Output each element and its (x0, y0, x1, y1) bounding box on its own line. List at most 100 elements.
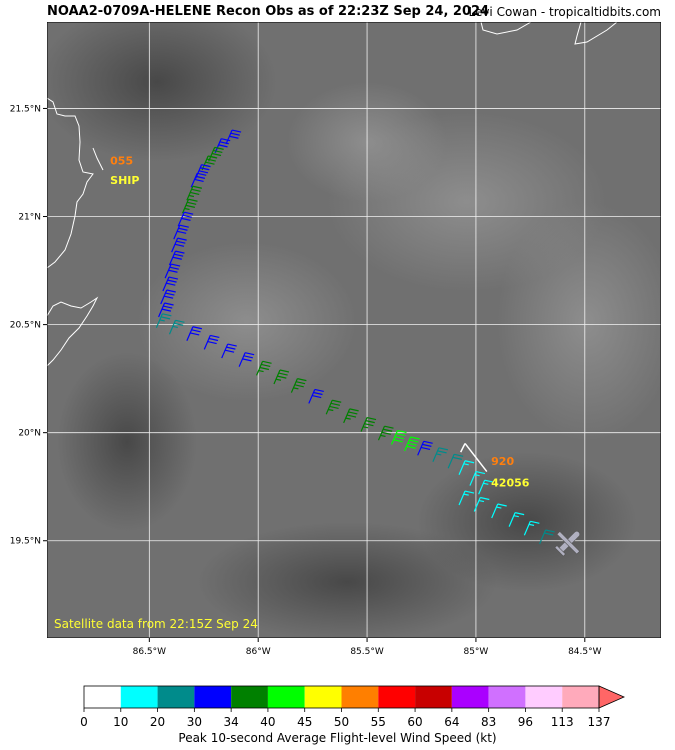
colorbar-tick-label: 83 (481, 715, 496, 729)
wind-barb (168, 250, 185, 266)
colorbar-segment (341, 686, 379, 708)
wind-barb (539, 529, 555, 545)
wind-barb (404, 436, 420, 452)
wind-barb (273, 369, 290, 385)
colorbar-segment (378, 686, 416, 708)
wind-barb (186, 185, 203, 201)
wind-barb (308, 388, 324, 404)
colorbar-tick-label: 60 (407, 715, 422, 729)
colorbar-tick-label: 10 (113, 715, 128, 729)
lon-tick-label: 86.5°W (133, 647, 167, 657)
colorbar-segment (157, 686, 195, 708)
wind-barb (160, 289, 176, 305)
wind-barb (473, 496, 490, 512)
station-label: 920 (491, 455, 514, 468)
colorbar-segment (194, 686, 232, 708)
wind-barb (225, 129, 242, 145)
wind-barb (181, 198, 198, 214)
wind-barb (238, 352, 255, 367)
coastline (47, 22, 618, 367)
cloud-texture (47, 22, 661, 638)
credit-text: Levi Cowan - tropicaltidbits.com (468, 5, 661, 19)
wind-barb (214, 138, 231, 153)
wind-barb (458, 490, 475, 506)
latitude-ticks: 21.5°N 21°N 20.5°N 20°N 19.5°N (10, 104, 47, 547)
wind-barb (162, 276, 179, 292)
lon-tick-label: 85°W (463, 647, 488, 657)
colorbar-tick-label: 96 (518, 715, 533, 729)
wind-barb (256, 360, 272, 376)
wind-barb (478, 479, 494, 495)
colorbar-tick-label: 64 (444, 715, 459, 729)
colorbar-segment (562, 686, 599, 708)
wind-barb (432, 447, 449, 463)
wind-barb (491, 503, 507, 519)
station-labels: 055 SHIP 920 42056 (110, 155, 530, 490)
wind-barb (186, 326, 203, 341)
wind-barb (290, 378, 307, 393)
colorbar-tick-label: 0 (80, 715, 88, 729)
colorbar-tick-label: 50 (334, 715, 349, 729)
colorbar-tick-label: 55 (371, 715, 386, 729)
wind-barb (190, 172, 207, 188)
station-label: 055 (110, 155, 133, 168)
lat-tick-label: 20°N (18, 429, 41, 439)
wind-barb (155, 313, 172, 329)
wind-barb (171, 237, 187, 253)
wind-barb (158, 302, 174, 318)
lat-tick-label: 19.5°N (10, 537, 41, 547)
colorbar-tick-label: 113 (551, 715, 574, 729)
wind-barb (203, 334, 220, 350)
colorbar-tick-label: 34 (224, 715, 239, 729)
wind-barbs (155, 129, 555, 545)
lon-tick-label: 84.5°W (568, 647, 602, 657)
colorbar-segment (304, 686, 342, 708)
page-title: NOAA2-0709A-HELENE Recon Obs as of 22:23… (47, 4, 490, 19)
wind-barb (377, 425, 394, 441)
wind-barb (447, 453, 464, 469)
wind-barb (177, 211, 194, 227)
station-label: SHIP (110, 174, 139, 187)
colorbar-segment (267, 686, 305, 708)
colorbar-tick-label: 137 (588, 715, 611, 729)
colorbar-extend-arrow (598, 685, 625, 709)
wind-barb (390, 429, 407, 445)
wind-barb (325, 399, 342, 415)
colorbar-segment (84, 686, 121, 708)
colorbar-segment (525, 686, 563, 708)
colorbar-title: Peak 10-second Average Flight-level Wind… (178, 731, 497, 745)
colorbar-segment (120, 686, 158, 708)
wind-barb (523, 520, 540, 536)
wind-barb (469, 470, 486, 486)
lat-tick-label: 20.5°N (10, 321, 41, 331)
wind-barb (168, 319, 185, 335)
aircraft-icon (554, 530, 581, 557)
colorbar-tick-label: 45 (297, 715, 312, 729)
lon-tick-label: 86°W (246, 647, 271, 657)
wind-barb (508, 512, 525, 527)
wind-barb (417, 440, 433, 456)
colorbar-segment (451, 686, 489, 708)
station-label: 42056 (491, 477, 530, 490)
lat-tick-label: 21.5°N (10, 104, 41, 114)
longitude-ticks: 86.5°W 86°W 85.5°W 85°W 84.5°W (133, 638, 602, 657)
satellite-map[interactable]: 055 SHIP 920 42056 (47, 22, 661, 638)
lon-tick-label: 85.5°W (350, 647, 384, 657)
graticule (47, 22, 661, 638)
colorbar-segment (231, 686, 268, 708)
lat-tick-label: 21°N (18, 213, 41, 223)
wind-barb (458, 460, 475, 476)
buoy-marker (464, 443, 488, 473)
colorbar: 0 10 20 30 34 40 45 50 55 60 64 83 96 113 137 (80, 685, 625, 729)
colorbar-segment (415, 686, 452, 708)
wind-barb (164, 263, 181, 279)
wind-barb (343, 408, 359, 424)
wind-barb (360, 416, 377, 432)
colorbar-tick-label: 30 (187, 715, 202, 729)
satellite-timestamp: Satellite data from 22:15Z Sep 24 (54, 617, 258, 631)
colorbar-tick-label: 40 (260, 715, 275, 729)
colorbar-tick-label: 20 (150, 715, 165, 729)
wind-barb (221, 343, 237, 359)
wind-barb (173, 224, 189, 240)
